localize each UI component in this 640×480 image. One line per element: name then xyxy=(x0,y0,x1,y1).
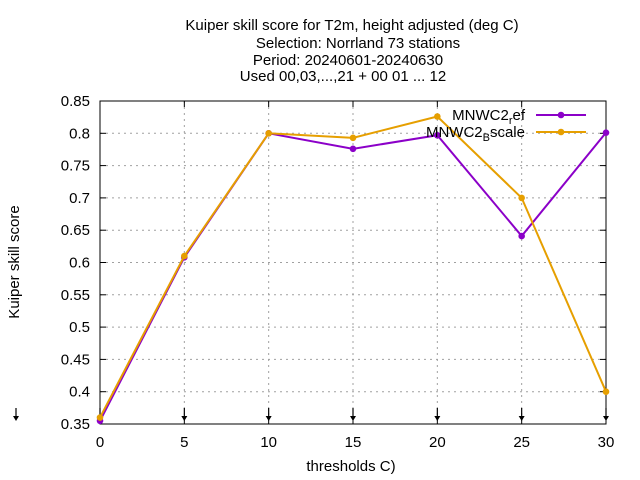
x-tick-labels: 0 5 10 15 20 25 30 xyxy=(96,434,615,451)
x-tick-label: 0 xyxy=(96,434,104,451)
y-tick-label: 0.45 xyxy=(61,351,90,368)
y-axis-label: Kuiper skill score xyxy=(6,205,23,318)
title-line-2: Selection: Norrland 73 stations xyxy=(256,35,460,52)
data-point xyxy=(518,232,525,240)
y-tick-label: 0.5 xyxy=(69,319,90,336)
down-arrow-head xyxy=(265,416,272,421)
data-point xyxy=(518,194,525,202)
data-point xyxy=(434,131,441,139)
data-point xyxy=(602,388,610,396)
y-tick-label: 0.75 xyxy=(61,158,90,175)
data-point xyxy=(181,252,188,260)
gridlines xyxy=(100,101,606,424)
down-arrow-head xyxy=(434,416,441,421)
y-tick-label: 0.65 xyxy=(61,222,90,239)
y-tick-label: 0.7 xyxy=(69,190,90,207)
down-arrow-head xyxy=(603,416,609,421)
data-point xyxy=(349,145,357,153)
x-axis-label: thresholds C) xyxy=(306,458,395,475)
x-tick-label: 25 xyxy=(513,434,530,451)
title-line-1: Kuiper skill score for T2m, height adjus… xyxy=(185,17,518,34)
x-tick-label: 5 xyxy=(180,434,188,451)
x-tick-label: 20 xyxy=(429,434,446,451)
data-point xyxy=(96,414,104,421)
legend-swatch-marker xyxy=(557,128,565,136)
series xyxy=(96,113,610,425)
y-tick-label: 0.8 xyxy=(69,125,90,142)
chart-title: Kuiper skill score for T2m, height adjus… xyxy=(185,17,518,85)
down-arrow-head xyxy=(350,416,356,421)
y-tick-label: 0.55 xyxy=(61,287,90,304)
legend-swatch-marker xyxy=(557,111,565,119)
y-tick-label: 0.85 xyxy=(61,93,90,110)
data-point xyxy=(349,134,357,142)
data-point xyxy=(602,129,610,136)
title-line-4: Used 00,03,...,21 + 00 01 ... 12 xyxy=(240,68,446,85)
down-arrow-head xyxy=(13,416,19,421)
down-arrow-head xyxy=(518,416,525,421)
title-line-3: Period: 20240601-20240630 xyxy=(253,52,443,69)
x-tick-label: 15 xyxy=(345,434,362,451)
legend-label: MNWC2ref xyxy=(452,107,526,127)
y-tick-labels: 0.35 0.4 0.45 0.5 0.55 0.6 0.65 0.7 0.75 0.8 0.85 xyxy=(61,93,90,433)
y-tick-label: 0.6 xyxy=(69,255,90,272)
data-point xyxy=(265,130,272,137)
y-tick-label: 0.4 xyxy=(69,384,90,401)
x-tick-label: 10 xyxy=(260,434,277,451)
down-arrow-head xyxy=(181,416,188,421)
data-point xyxy=(434,113,441,120)
y-tick-label: 0.35 xyxy=(61,416,90,433)
x-tick-label: 30 xyxy=(598,434,615,451)
legend-label: MNWC2Bscale xyxy=(426,124,525,144)
series-2 xyxy=(96,113,610,421)
